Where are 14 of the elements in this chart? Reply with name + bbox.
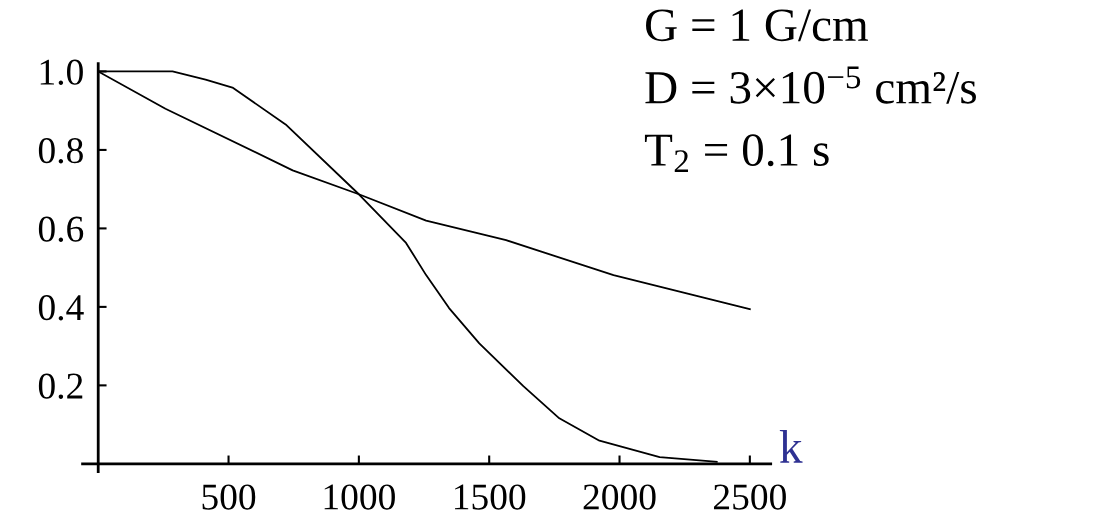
annotation: T$_{2}$ = 0.1 s xyxy=(644,134,829,173)
x-tick-label: 1500 xyxy=(454,484,526,510)
text: G = 1 G/cm xyxy=(646,9,869,42)
y-tick-label: 0.6 xyxy=(38,216,84,242)
x-axis-title: k xyxy=(779,429,803,463)
y-tick-label: 0.2 xyxy=(38,373,83,399)
x-tick-label: 1000 xyxy=(324,484,395,510)
y-tick-label: 0.4 xyxy=(38,294,84,321)
x-tick-label: 2000 xyxy=(583,484,656,510)
annotation: D = 3×10$^{−5}$ cm²/s xyxy=(645,66,976,104)
y-tick-label: 1.0 xyxy=(40,59,83,85)
y-tick-label: 0.8 xyxy=(38,138,83,164)
x-tick-label: 500 xyxy=(202,484,256,510)
x-tick-label: 2500 xyxy=(713,484,786,510)
